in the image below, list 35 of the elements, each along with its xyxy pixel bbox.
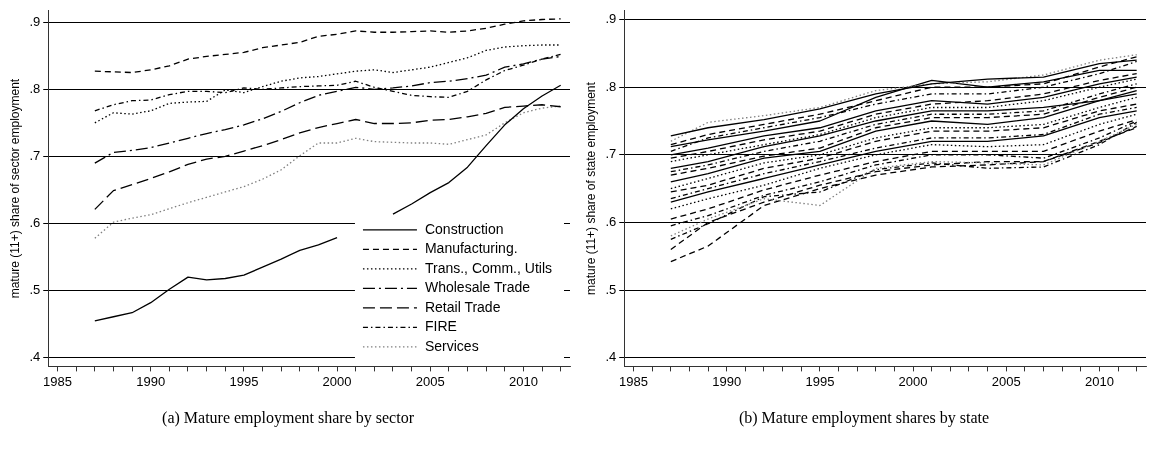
- y-tick-label: .4: [29, 349, 41, 365]
- x-tick-label: 2010: [1084, 373, 1114, 389]
- x-tick-label: 2010: [508, 373, 538, 389]
- y-tick-label: .5: [605, 281, 617, 297]
- x-tick-label: 1990: [136, 373, 166, 389]
- x-tick-label: 1995: [805, 373, 835, 389]
- y-tick-label: .7: [29, 147, 41, 163]
- y-tick-label: .9: [29, 13, 41, 29]
- x-tick-label: 2005: [991, 373, 1021, 389]
- x-tick-label: 2000: [898, 373, 928, 389]
- legend-label: Services: [424, 337, 479, 354]
- x-tick-label: 2000: [322, 373, 352, 389]
- y-tick-label: .9: [605, 11, 617, 27]
- y-tick-label: .6: [29, 215, 41, 231]
- text: (a) Mature employment share by sector: [161, 409, 415, 427]
- y-tick-label: .8: [29, 80, 41, 96]
- x-tick-label: 2005: [415, 373, 445, 389]
- y-axis-title: mature (11+) share of sector employment: [7, 78, 22, 299]
- legend-label: Retail Trade: [424, 298, 501, 315]
- y-tick-label: .8: [605, 78, 617, 94]
- y-tick-label: .7: [605, 146, 617, 162]
- x-tick-label: 1995: [229, 373, 259, 389]
- y-tick-label: .4: [605, 349, 617, 365]
- text: (b) Mature employment shares by state: [737, 409, 991, 427]
- y-tick-label: .5: [29, 282, 41, 298]
- legend-label: Wholesale Trade: [424, 279, 531, 296]
- legend-label: Trans., Comm., Utils: [424, 259, 552, 276]
- legend-label: Construction: [424, 220, 504, 237]
- x-tick-label: 1985: [43, 373, 73, 389]
- legend-label: Manufacturing.: [424, 240, 518, 257]
- y-tick-label: .6: [605, 213, 617, 229]
- legend-label: FIRE: [424, 318, 457, 335]
- x-tick-label: 1985: [619, 373, 649, 389]
- y-axis-title: mature (11+) share of state employment: [583, 81, 598, 296]
- x-tick-label: 1990: [712, 373, 742, 389]
